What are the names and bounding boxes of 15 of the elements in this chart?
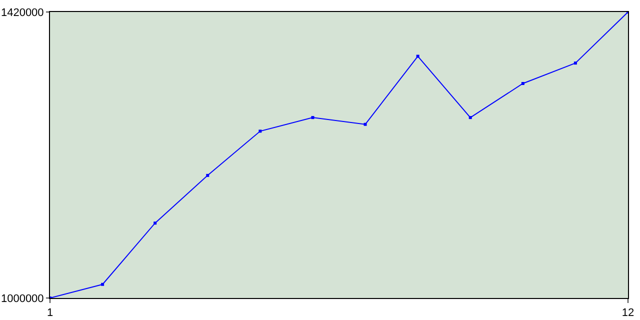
point [521,82,524,85]
point [364,122,367,126]
y-tick-label: 1420000 [0,6,44,19]
y-tick-label: 1000000 [0,292,44,305]
point [416,54,420,58]
point [258,130,262,133]
x-tick-label: 12 [622,307,634,320]
point [468,116,472,120]
point [206,174,210,177]
point [311,116,314,120]
point [101,282,104,286]
point [574,62,577,65]
x-tick-label: 1 [46,307,54,320]
line-series [50,12,628,298]
point [154,222,157,225]
